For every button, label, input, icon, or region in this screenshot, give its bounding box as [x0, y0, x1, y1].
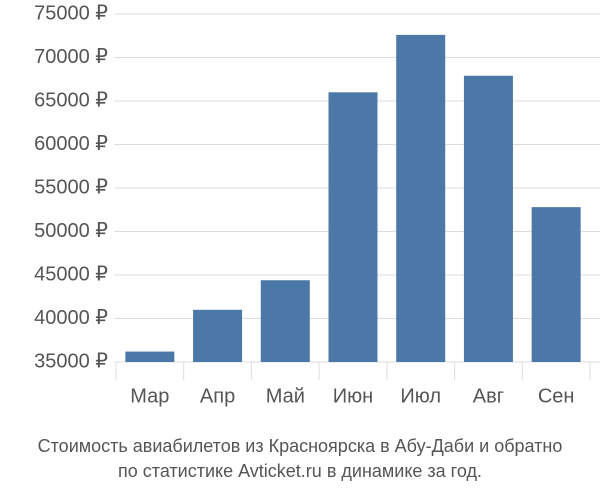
x-tick-label: Май	[266, 385, 305, 407]
y-tick-label: 45000 ₽	[34, 263, 108, 285]
x-tick-label: Июн	[333, 385, 373, 407]
x-tick-label: Авг	[473, 385, 504, 407]
bar	[463, 75, 513, 363]
x-tick-label: Сен	[538, 385, 575, 407]
y-tick-label: 40000 ₽	[34, 307, 108, 329]
bar	[125, 351, 175, 362]
y-tick-label: 70000 ₽	[34, 46, 108, 68]
y-tick-label: 65000 ₽	[34, 89, 108, 111]
x-tick-label: Мар	[130, 385, 169, 407]
chart-title: Стоимость авиабилетов из Красноярска в А…	[38, 436, 563, 456]
x-tick-label: Апр	[200, 385, 235, 407]
y-tick-label: 50000 ₽	[34, 220, 108, 242]
y-tick-label: 55000 ₽	[34, 176, 108, 198]
bar	[396, 34, 446, 362]
bar	[260, 280, 310, 362]
chart-title: по статистике Avticket.ru в динамике за …	[118, 461, 482, 481]
y-tick-label: 75000 ₽	[34, 2, 108, 24]
bar	[328, 92, 378, 363]
bar	[193, 309, 243, 362]
bar	[531, 207, 581, 362]
y-tick-label: 60000 ₽	[34, 133, 108, 155]
y-tick-label: 35000 ₽	[34, 350, 108, 372]
x-tick-label: Июл	[400, 385, 441, 407]
